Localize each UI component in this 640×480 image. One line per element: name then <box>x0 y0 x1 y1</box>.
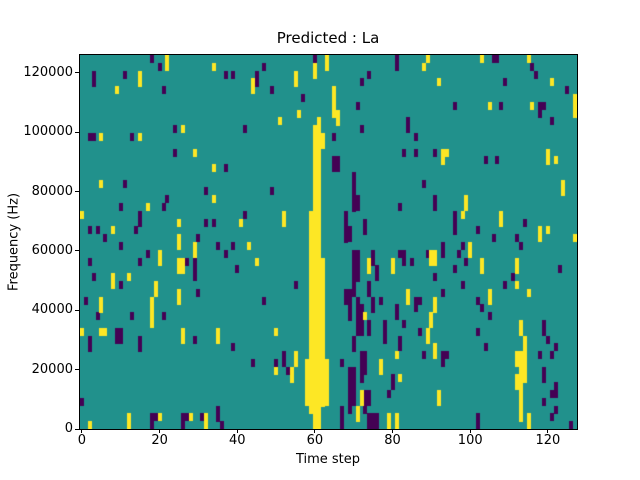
y-tick-label: 100000 <box>23 124 73 140</box>
x-axis-label: Time step <box>295 452 361 467</box>
y-tick-mark <box>75 72 79 74</box>
y-tick-label: 40000 <box>31 302 73 318</box>
y-tick-label: 60000 <box>31 242 73 258</box>
x-tick-label: 80 <box>384 433 401 448</box>
y-tick-mark <box>75 131 79 133</box>
x-tick-mark <box>236 429 238 433</box>
x-tick-label: 60 <box>306 433 324 448</box>
y-tick-label: 120000 <box>23 64 73 80</box>
x-tick-mark <box>81 429 83 433</box>
x-tick-label: 100 <box>457 433 483 448</box>
plot-area <box>79 54 578 430</box>
y-tick-mark <box>75 369 79 371</box>
y-tick-mark <box>75 309 79 311</box>
y-tick-label: 20000 <box>31 361 73 377</box>
x-tick-mark <box>469 429 471 433</box>
x-tick-mark <box>314 429 316 433</box>
y-tick-mark <box>75 428 79 430</box>
x-tick-mark <box>547 429 549 433</box>
x-tick-label: 120 <box>535 433 561 448</box>
y-tick-label: 0 <box>64 421 73 436</box>
x-tick-label: 40 <box>228 433 246 448</box>
x-tick-label: 0 <box>77 433 87 448</box>
y-tick-mark <box>75 191 79 193</box>
x-tick-mark <box>159 429 161 433</box>
page-title: Predicted : La <box>276 29 380 47</box>
heatmap-canvas <box>80 55 577 429</box>
x-tick-mark <box>392 429 394 433</box>
y-tick-mark <box>75 250 79 252</box>
x-tick-label: 20 <box>151 433 168 448</box>
y-tick-label: 80000 <box>31 183 73 199</box>
